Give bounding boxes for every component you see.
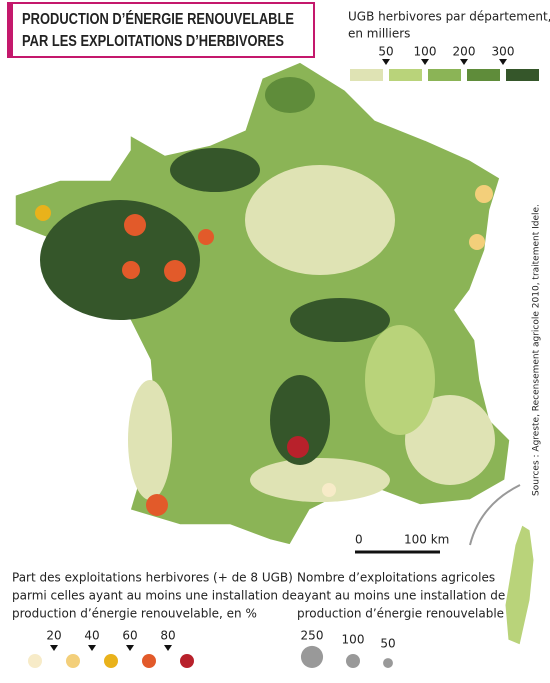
legend-tick: 200 bbox=[453, 45, 476, 59]
legend-title: ayant au moins une installation de bbox=[297, 589, 505, 603]
symbol bbox=[146, 494, 168, 516]
legend-swatch bbox=[350, 69, 383, 81]
scale-label: 0 bbox=[355, 533, 363, 547]
corsica bbox=[504, 524, 535, 646]
legend-swatch bbox=[428, 69, 461, 81]
tick-marker bbox=[499, 59, 507, 65]
symbol bbox=[124, 214, 146, 236]
title-accent bbox=[8, 3, 13, 57]
legend-title: en milliers bbox=[348, 27, 410, 41]
title-frame bbox=[7, 2, 315, 58]
title-line: PAR LES EXPLOITATIONS D’HERBIVORES bbox=[22, 33, 284, 50]
region bbox=[245, 165, 395, 275]
symbol bbox=[322, 483, 336, 497]
legend-circle bbox=[383, 658, 393, 668]
scale-label: 100 km bbox=[404, 533, 449, 547]
legend-title: Part des exploitations herbivores (+ de … bbox=[12, 571, 293, 585]
tick-marker bbox=[382, 59, 390, 65]
tick-marker bbox=[460, 59, 468, 65]
legend-swatch bbox=[389, 69, 422, 81]
region bbox=[405, 395, 495, 485]
legend-swatch bbox=[180, 654, 194, 668]
tick-marker bbox=[88, 645, 96, 651]
symbol bbox=[122, 261, 140, 279]
legend-tick: 20 bbox=[46, 629, 61, 643]
map bbox=[14, 61, 535, 646]
symbol bbox=[35, 205, 51, 221]
legend-swatch bbox=[66, 654, 80, 668]
legend-circle bbox=[300, 645, 324, 668]
legend-swatch bbox=[142, 654, 156, 668]
inset-arc bbox=[469, 484, 521, 546]
legend-swatch bbox=[28, 654, 42, 668]
legend-value: 100 bbox=[342, 633, 365, 647]
legend-tick: 100 bbox=[414, 45, 437, 59]
legend-tick: 40 bbox=[84, 629, 99, 643]
region bbox=[170, 148, 260, 192]
region bbox=[40, 200, 200, 320]
region bbox=[128, 380, 172, 500]
legend-tick: 50 bbox=[378, 45, 393, 59]
region bbox=[250, 458, 390, 502]
legends: UGB herbivores par département, en millie… bbox=[12, 10, 550, 668]
title-line: PRODUCTION D’ÉNERGIE RENOUVELABLE bbox=[22, 9, 294, 28]
symbol bbox=[164, 260, 186, 282]
tick-marker bbox=[421, 59, 429, 65]
legend-title: parmi celles ayant au moins une installa… bbox=[12, 589, 297, 603]
legend-tick: 80 bbox=[160, 629, 175, 643]
region bbox=[290, 298, 390, 342]
legend-swatch bbox=[104, 654, 118, 668]
tick-marker bbox=[126, 645, 134, 651]
region bbox=[270, 375, 330, 465]
legend-tick: 60 bbox=[122, 629, 137, 643]
legend-title: UGB herbivores par département, bbox=[348, 10, 550, 24]
legend-title: Nombre d’exploitations agricoles bbox=[297, 571, 495, 585]
legend-tick: 300 bbox=[492, 45, 515, 59]
legend-value: 250 bbox=[301, 629, 324, 643]
source: Sources : Agreste, Recensement agricole … bbox=[532, 204, 542, 496]
legend-value: 50 bbox=[380, 637, 395, 651]
region bbox=[365, 325, 435, 435]
legend-swatch bbox=[467, 69, 500, 81]
legend-swatch bbox=[506, 69, 539, 81]
legend-circle bbox=[346, 654, 360, 668]
symbol bbox=[469, 234, 485, 250]
legend-title: production d’énergie renouvelable, en % bbox=[12, 607, 257, 621]
symbol bbox=[198, 229, 214, 245]
legend-title: production d’énergie renouvelable bbox=[297, 607, 504, 621]
symbol bbox=[475, 185, 493, 203]
tick-marker bbox=[50, 645, 58, 651]
region bbox=[265, 77, 315, 113]
symbol bbox=[287, 436, 309, 458]
tick-marker bbox=[164, 645, 172, 651]
